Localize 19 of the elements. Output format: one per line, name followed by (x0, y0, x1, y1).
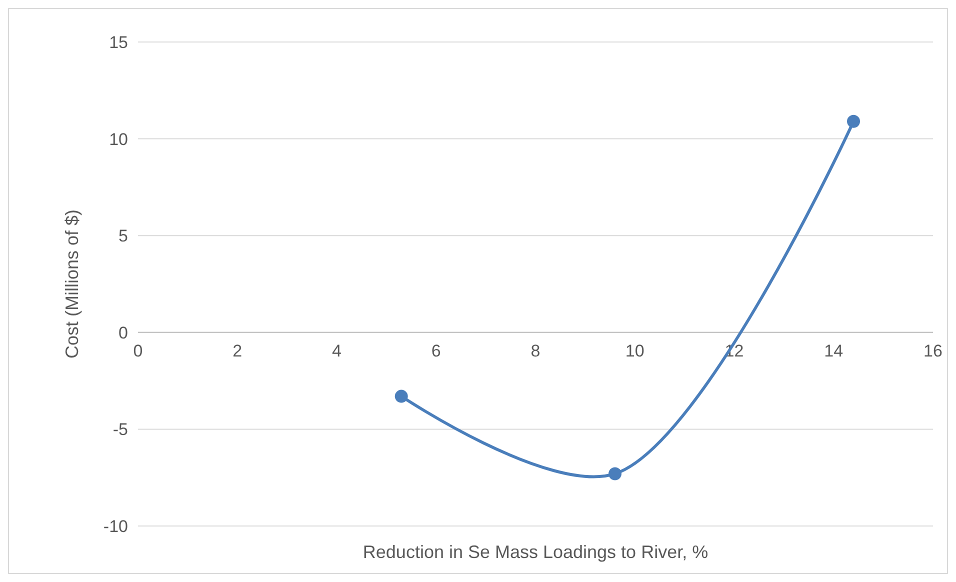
y-tick-label: 15 (109, 32, 128, 52)
y-tick-label: -10 (103, 516, 128, 536)
y-tick-label: 10 (109, 130, 128, 149)
y-tick-label: 0 (118, 323, 128, 342)
point (608, 467, 622, 480)
x-tick-label: 2 (232, 341, 242, 360)
x-tick-label: 4 (332, 341, 342, 360)
x-tick-label: 14 (824, 341, 844, 360)
x-tick-label: 6 (431, 341, 441, 360)
point (394, 390, 408, 403)
point (847, 114, 860, 128)
x-tick-label: 10 (625, 341, 644, 360)
y-tick-label: -5 (112, 420, 128, 440)
y-tick-label: 5 (118, 226, 128, 246)
y-axis-title: Cost (Millions of $) (62, 209, 82, 359)
x-axis-title: Reduction in Se Mass Loadings to River, % (362, 542, 708, 562)
x-tick-label: 0 (133, 341, 143, 360)
x-tick-label: 16 (924, 341, 942, 360)
x-tick-label: 8 (530, 341, 540, 360)
